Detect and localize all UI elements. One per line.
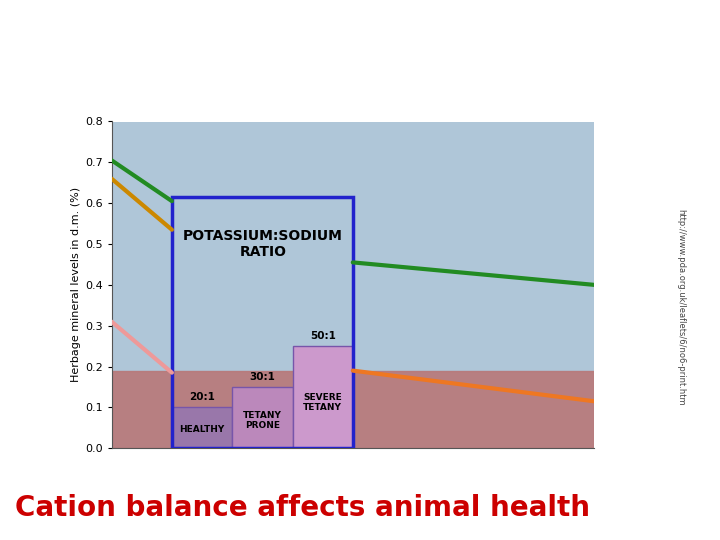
Bar <box>292 346 353 448</box>
Text: HEALTHY: HEALTHY <box>179 426 225 434</box>
Text: 300: 300 <box>582 457 606 468</box>
Text: 0: 0 <box>108 457 115 468</box>
Bar <box>172 197 353 448</box>
Bar <box>232 387 292 448</box>
Text: POTASSIUM:SODIUM
RATIO: POTASSIUM:SODIUM RATIO <box>183 229 343 259</box>
Text: 20:1: 20:1 <box>189 393 215 402</box>
Text: 75: 75 <box>225 457 240 468</box>
Text: kg K₂O/ha: kg K₂O/ha <box>322 476 384 485</box>
Text: 50:1: 50:1 <box>310 331 336 341</box>
Text: http://www.pda.org.uk/leaflets/6/no6-print.htm: http://www.pda.org.uk/leaflets/6/no6-pri… <box>676 210 685 406</box>
Text: 150: 150 <box>341 457 364 468</box>
Text: 37.5: 37.5 <box>158 457 186 468</box>
Text: Cation balance affects animal health: Cation balance affects animal health <box>15 494 590 522</box>
Text: SEVERE
TETANY: SEVERE TETANY <box>303 393 342 412</box>
Y-axis label: Herbage mineral levels in d.m. (%): Herbage mineral levels in d.m. (%) <box>71 187 81 382</box>
Text: TETANY
PRONE: TETANY PRONE <box>243 411 282 430</box>
Bar <box>112 370 594 448</box>
Bar <box>172 407 232 448</box>
Text: 30:1: 30:1 <box>249 372 275 382</box>
